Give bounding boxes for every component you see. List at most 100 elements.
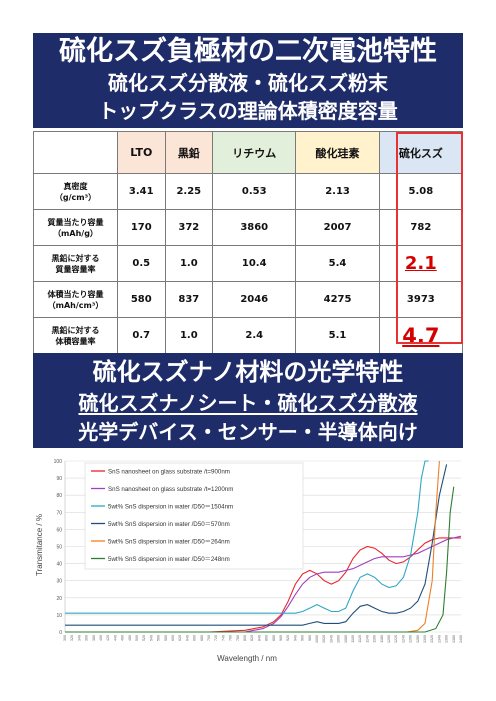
x-tick-label: 680 — [200, 635, 204, 641]
table-cell: 837 — [164, 281, 214, 318]
y-tick-label: 0 — [59, 630, 62, 636]
legend-label: 5wt% SnS dispersion in water /D50＝1504nm — [108, 504, 233, 511]
x-tick-label: 1360 — [445, 635, 449, 643]
x-tick-label: 440 — [113, 635, 117, 641]
table-cell: 2.13 — [295, 173, 380, 210]
series-line — [65, 464, 448, 626]
capacity-table: LTO 黒鉛 リチウム 酸化珪素 硫化スズ 真密度 （g/cm³） 3.41 2.… — [33, 131, 464, 354]
x-tick-label: 1040 — [329, 635, 333, 643]
table-cell: 0.53 — [212, 173, 297, 210]
table-cell: 372 — [164, 209, 214, 246]
legend-label: SnS nanosheet on glass substrate /t=1200… — [108, 486, 233, 493]
row-label: 質量当たり容量 （mAh/g） — [33, 209, 118, 246]
x-tick-label: 1140 — [365, 635, 369, 643]
x-tick-label: 1400 — [459, 635, 463, 643]
table-row: 質量当たり容量 （mAh/g） 170 372 3860 2007 782 — [33, 209, 464, 246]
row-label-line1: 真密度 — [63, 181, 88, 191]
x-tick-label: 760 — [229, 635, 233, 641]
x-tick-label: 360 — [85, 635, 89, 641]
row-label-line1: 黒鉛に対する — [51, 325, 100, 335]
row-label-line2: 体積容量率 — [55, 336, 96, 346]
highlight-cell: 4.7 — [378, 317, 464, 354]
y-tick-label: 30 — [56, 579, 62, 585]
bottom-banner-tagline: 光学デバイス・センサー・半導体向け — [78, 420, 418, 444]
x-tick-label: 1340 — [437, 635, 441, 643]
table-row: 体積当たり容量 （mAh/cm³） 580 837 2046 4275 3973 — [33, 281, 464, 318]
column-header: LTO — [117, 131, 166, 174]
table-cell: 0.5 — [117, 245, 166, 282]
row-label-line1: 黒鉛に対する — [51, 253, 100, 263]
x-tick-label: 1100 — [351, 635, 355, 643]
top-banner-title: 硫化スズ負極材の二次電池特性 — [59, 36, 437, 67]
x-tick-label: 1320 — [430, 635, 434, 643]
x-tick-label: 780 — [236, 635, 240, 641]
y-tick-label: 40 — [56, 562, 62, 568]
x-tick-label: 920 — [286, 635, 290, 641]
row-label: 体積当たり容量 （mAh/cm³） — [33, 281, 118, 318]
x-tick-label: 660 — [193, 635, 197, 641]
table-cell: 2046 — [212, 281, 297, 318]
legend-label: 5wt% SnS dispersion in water /D50＝570nm — [108, 521, 230, 528]
table-cell: 4275 — [295, 281, 380, 318]
series-line — [65, 486, 455, 633]
y-axis-ticks: 0 10 20 30 40 50 60 70 80 90 100 — [54, 459, 63, 636]
x-tick-label: 1260 — [409, 635, 413, 643]
table-cell: 2.25 — [164, 173, 214, 210]
x-tick-label: 900 — [279, 635, 283, 641]
highlight-cell: 2.1 — [378, 245, 464, 282]
x-tick-label: 1060 — [337, 635, 341, 643]
table-cell: 580 — [117, 281, 166, 318]
table-row: 黒鉛に対する 質量容量率 0.5 1.0 10.4 5.4 2.1 — [33, 245, 464, 282]
x-tick-label: 540 — [149, 635, 153, 641]
top-banner-tagline: トップクラスの理論体積密度容量 — [98, 99, 398, 123]
x-tick-label: 1280 — [416, 635, 420, 643]
table-cell: 3973 — [378, 281, 464, 318]
x-tick-label: 480 — [128, 635, 132, 641]
y-tick-label: 70 — [56, 510, 62, 516]
x-tick-label: 460 — [121, 635, 125, 641]
x-tick-label: 1180 — [380, 635, 384, 643]
x-tick-label: 1000 — [315, 635, 319, 643]
y-tick-label: 10 — [56, 613, 62, 619]
row-label: 真密度 （g/cm³） — [33, 173, 118, 210]
legend-label: SnS nanosheet on glass substrate /t=900n… — [108, 469, 230, 476]
table-cell: 5.4 — [295, 245, 380, 282]
table-cell: 1.0 — [164, 317, 214, 354]
bottom-banner-subtitle: 硫化スズナノシート・硫化スズ分散液 — [78, 391, 418, 415]
x-tick-label: 860 — [265, 635, 269, 641]
transmittance-chart: 0 10 20 30 40 50 60 70 80 90 100 300 320 340 360 380 40… — [33, 455, 463, 665]
x-tick-label: 320 — [70, 635, 74, 641]
x-tick-label: 800 — [243, 635, 247, 641]
x-tick-label: 740 — [221, 635, 225, 641]
y-axis-label: Transmitance / % — [35, 514, 44, 576]
x-tick-label: 380 — [92, 635, 96, 641]
table-cell: 2007 — [295, 209, 380, 246]
column-header: 硫化スズ — [378, 131, 464, 174]
row-label: 黒鉛に対する 体積容量率 — [33, 317, 118, 354]
x-tick-label: 600 — [171, 635, 175, 641]
table-cell: 10.4 — [212, 245, 297, 282]
y-tick-label: 80 — [56, 493, 62, 499]
row-label-line1: 質量当たり容量 — [47, 217, 104, 227]
y-tick-label: 50 — [56, 545, 62, 551]
x-tick-label: 840 — [257, 635, 261, 641]
column-header: リチウム — [212, 131, 297, 174]
chart-series — [65, 460, 462, 633]
table-header-row: LTO 黒鉛 リチウム 酸化珪素 硫化スズ — [33, 131, 464, 174]
x-tick-label: 1120 — [358, 635, 362, 643]
y-tick-label: 100 — [54, 459, 63, 465]
x-tick-label: 1240 — [401, 635, 405, 643]
chart-legend: SnS nanosheet on glass substrate /t=900n… — [84, 462, 304, 570]
table-row: 黒鉛に対する 体積容量率 0.7 1.0 2.4 5.1 4.7 — [33, 317, 464, 354]
bottom-banner-title: 硫化スズナノ材料の光学特性 — [92, 358, 404, 386]
x-tick-label: 560 — [157, 635, 161, 641]
x-axis-ticks: 300 320 340 360 380 400 420 440 460 480 500 520 540 5… — [63, 635, 463, 643]
row-label-line2: 質量容量率 — [55, 264, 96, 274]
x-axis-label: Wavelength / nm — [217, 654, 277, 663]
x-tick-label: 500 — [135, 635, 139, 641]
series-line — [65, 537, 461, 633]
table-cell: 170 — [117, 209, 166, 246]
table-cell: 3.41 — [117, 173, 166, 210]
x-tick-label: 980 — [308, 635, 312, 641]
